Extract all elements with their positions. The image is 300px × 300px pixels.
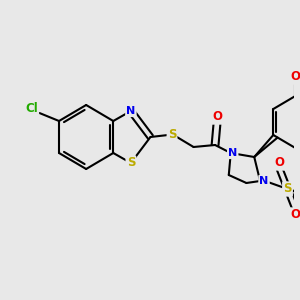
Text: O: O [290,208,300,221]
Text: O: O [275,157,285,169]
Text: S: S [127,157,135,169]
Text: O: O [290,70,300,83]
Text: N: N [126,106,136,116]
Text: N: N [228,148,237,158]
Text: S: S [283,182,292,196]
Text: O: O [212,110,222,124]
Text: S: S [168,128,176,142]
Text: Cl: Cl [25,103,38,116]
Text: N: N [260,176,268,186]
